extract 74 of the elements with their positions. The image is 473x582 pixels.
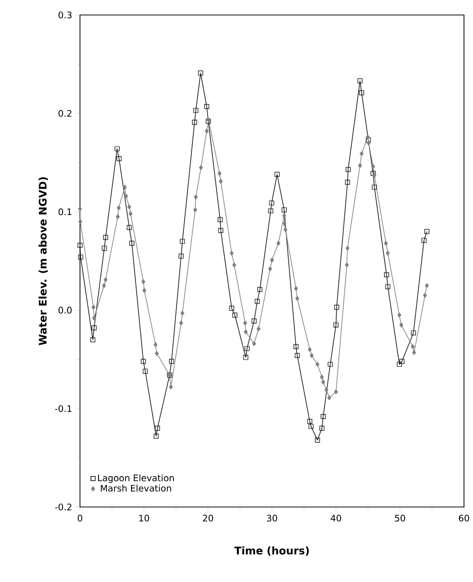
point	[232, 312, 238, 318]
y-tick-label: -0.2	[55, 504, 72, 510]
point	[346, 166, 351, 172]
point	[328, 362, 333, 367]
point	[154, 426, 160, 431]
point	[358, 78, 362, 84]
point	[126, 225, 132, 230]
point	[384, 272, 390, 278]
x-tick-label: 10	[139, 514, 150, 522]
point	[366, 137, 371, 142]
x-tick-label: 60	[458, 514, 470, 522]
point	[180, 238, 185, 244]
point	[169, 358, 174, 364]
point	[385, 284, 390, 290]
point	[424, 228, 430, 234]
point	[396, 362, 402, 367]
point	[193, 108, 198, 113]
point	[282, 207, 287, 212]
x-tick-label: 30	[266, 514, 278, 522]
y-tick-label: 0.0	[58, 306, 72, 314]
x-tick-label: 40	[330, 514, 342, 522]
legend-label: Lagoon Elevation	[98, 474, 174, 484]
point	[294, 344, 298, 350]
point	[399, 358, 404, 364]
point	[178, 254, 184, 259]
point	[140, 358, 146, 364]
point	[198, 70, 204, 76]
x-axis-title: Time (hours)	[234, 546, 309, 556]
point	[254, 298, 260, 304]
point	[218, 217, 223, 222]
point	[274, 172, 280, 177]
point	[90, 337, 96, 342]
y-tick-label: 0.3	[58, 12, 72, 18]
point	[92, 325, 97, 330]
point	[334, 322, 338, 328]
y-tick-label: 0.1	[58, 208, 72, 216]
point	[345, 180, 350, 185]
point	[320, 414, 326, 419]
point	[192, 120, 198, 125]
point	[294, 352, 300, 358]
point	[410, 330, 416, 336]
point	[359, 90, 364, 96]
point	[257, 287, 262, 292]
point	[244, 346, 250, 352]
point	[129, 240, 134, 246]
point	[243, 354, 248, 360]
x-tick-label: 0	[78, 514, 82, 522]
y-tick-label: -0.1	[55, 405, 72, 412]
point	[308, 424, 314, 429]
point	[78, 242, 82, 248]
point	[314, 438, 320, 443]
x-tick-label: 20	[202, 514, 214, 522]
point	[269, 200, 274, 206]
x-tick-label: 50	[394, 514, 406, 522]
y-tick-label: 0.2	[58, 110, 72, 117]
point	[204, 104, 210, 109]
point	[422, 238, 426, 243]
point	[372, 184, 377, 190]
y-axis-title: Water Elev. (m above NGVD)	[38, 177, 48, 346]
point	[114, 146, 120, 152]
legend-label: Marsh Elevation	[100, 484, 172, 492]
point	[268, 208, 274, 214]
point	[142, 368, 148, 374]
point	[252, 318, 257, 324]
point	[334, 304, 340, 310]
point	[154, 434, 159, 439]
point	[218, 228, 224, 233]
point	[102, 246, 107, 251]
point	[229, 306, 234, 311]
point	[103, 234, 108, 240]
point	[319, 426, 324, 431]
point	[78, 254, 84, 260]
point	[116, 156, 122, 162]
point	[307, 418, 312, 424]
